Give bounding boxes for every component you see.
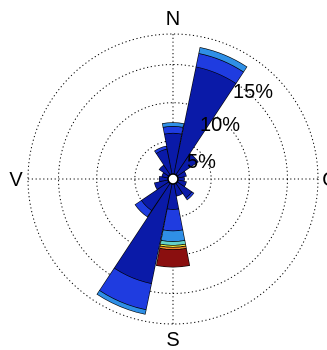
compass-label-south: S [166,329,179,350]
center-hole [167,173,179,185]
ring-label-10: 10% [200,114,240,136]
chart-labels: N S V O 5% 10% 15% [9,8,327,350]
petal-n-bin-2 [161,122,185,128]
compass-label-north: N [166,8,180,30]
petal-ne-bin-0 [172,153,199,180]
petal-nne-bin-2 [198,47,248,73]
petal-nnw-bin-1 [154,145,168,154]
wind-petals [96,47,248,315]
compass-label-east: O [322,169,327,191]
petal-sw-bin-1 [134,199,153,218]
petal-se-bin-1 [185,191,195,201]
petal-s-bin-6 [155,247,191,268]
ring-label-5: 5% [187,151,216,173]
petal-n-bin-1 [162,126,184,135]
petal-s-bin-2 [160,229,186,242]
petal-ssw-bin-2 [96,290,147,315]
petal-w-bin-0 [158,176,174,182]
ring-label-15: 15% [233,81,273,103]
compass-label-west: V [9,169,23,191]
